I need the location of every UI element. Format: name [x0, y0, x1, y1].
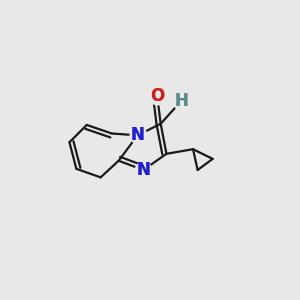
Text: H: H: [175, 92, 188, 110]
Text: N: N: [136, 161, 150, 179]
Text: O: O: [150, 87, 164, 105]
Text: N: N: [136, 161, 150, 179]
Text: N: N: [130, 126, 145, 144]
Text: O: O: [150, 87, 164, 105]
Text: H: H: [175, 92, 188, 110]
Text: N: N: [130, 126, 145, 144]
